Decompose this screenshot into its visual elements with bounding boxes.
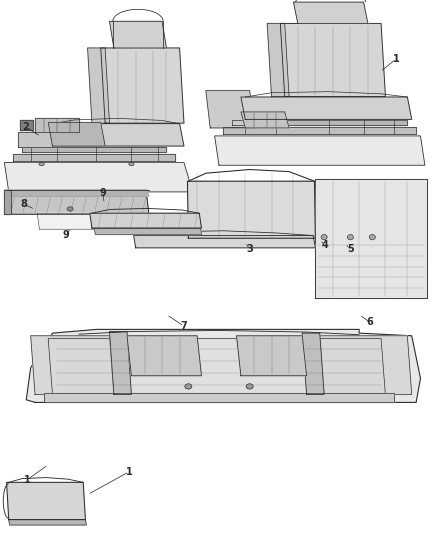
Polygon shape [37, 213, 127, 229]
Ellipse shape [321, 235, 327, 240]
Polygon shape [215, 136, 425, 165]
Polygon shape [88, 48, 110, 123]
Ellipse shape [129, 163, 134, 166]
Polygon shape [44, 393, 394, 402]
Polygon shape [7, 482, 85, 520]
Ellipse shape [246, 384, 253, 389]
Polygon shape [94, 228, 201, 235]
Polygon shape [232, 120, 407, 125]
Text: 6: 6 [367, 318, 374, 327]
Polygon shape [237, 336, 307, 376]
Polygon shape [4, 163, 193, 192]
Polygon shape [18, 132, 61, 147]
Ellipse shape [347, 235, 353, 240]
Text: 3: 3 [246, 245, 253, 254]
Polygon shape [302, 333, 324, 394]
Polygon shape [4, 190, 11, 214]
Text: 7: 7 [180, 321, 187, 331]
Polygon shape [110, 21, 166, 48]
Ellipse shape [369, 235, 375, 240]
Polygon shape [20, 120, 33, 130]
Text: 5: 5 [347, 245, 354, 254]
Polygon shape [134, 236, 315, 248]
Text: 9: 9 [62, 230, 69, 239]
Text: 2: 2 [22, 122, 29, 132]
Text: 1: 1 [24, 475, 31, 484]
Polygon shape [26, 329, 420, 402]
Polygon shape [241, 112, 289, 128]
Text: 9: 9 [99, 189, 106, 198]
Text: 8: 8 [21, 199, 28, 209]
Polygon shape [4, 196, 149, 214]
Polygon shape [90, 213, 201, 228]
Polygon shape [127, 336, 201, 376]
Ellipse shape [185, 384, 192, 389]
Polygon shape [4, 190, 149, 196]
Polygon shape [267, 23, 289, 96]
Polygon shape [315, 179, 427, 298]
Polygon shape [48, 123, 105, 146]
Polygon shape [48, 338, 385, 395]
Ellipse shape [39, 163, 44, 166]
Polygon shape [9, 520, 86, 525]
Polygon shape [101, 48, 184, 123]
Polygon shape [241, 97, 412, 119]
Polygon shape [13, 154, 175, 161]
Text: 1: 1 [126, 467, 133, 477]
Polygon shape [110, 332, 131, 394]
Polygon shape [22, 147, 166, 152]
Polygon shape [206, 91, 254, 128]
Text: 4: 4 [321, 240, 328, 250]
Polygon shape [35, 118, 79, 132]
Polygon shape [187, 181, 315, 238]
Polygon shape [280, 23, 385, 96]
Polygon shape [48, 124, 184, 146]
Polygon shape [320, 336, 412, 394]
Ellipse shape [67, 207, 73, 211]
Polygon shape [31, 336, 114, 394]
Text: 1: 1 [393, 54, 400, 63]
Polygon shape [223, 127, 416, 134]
Polygon shape [293, 2, 368, 23]
